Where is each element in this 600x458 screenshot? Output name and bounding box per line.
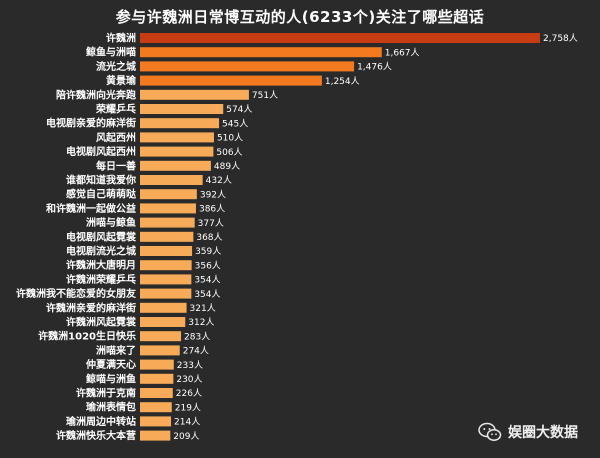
bar: [140, 345, 180, 356]
category-label: 风起西州: [96, 131, 136, 144]
value-label: 489人: [214, 161, 240, 172]
value-label: 354人: [194, 275, 220, 286]
category-label: 许魏洲大唐明月: [66, 259, 136, 272]
value-label: 392人: [200, 189, 226, 200]
bar: [140, 175, 203, 185]
bar: [140, 160, 211, 171]
bar: [140, 246, 193, 256]
bar: [140, 132, 214, 143]
bar: [140, 33, 540, 43]
bar: [140, 89, 249, 100]
category-label: 电视剧流光之城: [66, 245, 136, 258]
value-label: 574人: [226, 104, 252, 115]
category-label: 洲喵与鲸鱼: [86, 216, 136, 229]
wechat-icon: [478, 422, 502, 441]
category-label: 洲喵来了: [96, 344, 136, 357]
category-label: 电视剧风起西州: [66, 145, 136, 158]
watermark-text: 娱圈大数据: [508, 425, 578, 441]
watermark: 娱圈大数据: [478, 422, 578, 442]
category-label: 许魏洲: [106, 32, 136, 45]
value-label: 1,667人: [385, 47, 420, 58]
bar: [140, 388, 173, 398]
bar: [140, 104, 224, 114]
category-label: 谁都知道我爱你: [66, 174, 136, 187]
chart-title: 参与许魏洲日常博互动的人(6233个)关注了哪些超话: [115, 8, 485, 26]
category-label: 黄景瑜: [106, 74, 137, 87]
value-label: 233人: [177, 360, 203, 371]
value-label: 214人: [174, 417, 200, 428]
category-label: 每日一善: [96, 159, 136, 172]
bar: [140, 402, 172, 413]
category-label: 鲸鱼与洲喵: [86, 46, 136, 59]
category-label: 许魏洲1020生日快乐: [38, 330, 136, 343]
bar: [140, 189, 197, 200]
value-label: 432人: [206, 175, 232, 186]
value-label: 1,254人: [325, 76, 360, 87]
bar: [140, 274, 192, 285]
value-label: 1,476人: [357, 62, 392, 73]
bar: [140, 416, 172, 427]
category-label: 电视剧亲爱的麻洋街: [46, 117, 136, 130]
bar: [140, 146, 214, 157]
value-label: 321人: [190, 303, 216, 314]
bar: [140, 231, 194, 242]
bar: [140, 260, 192, 271]
bar: [140, 331, 182, 342]
bar: [140, 118, 220, 129]
value-label: 2,758人: [543, 33, 578, 44]
value-label: 356人: [195, 260, 221, 271]
category-label: 仲夏满天心: [86, 358, 136, 371]
bar: [140, 430, 171, 441]
category-label: 流光之城: [96, 60, 136, 73]
value-label: 377人: [198, 218, 224, 229]
bar: [140, 61, 355, 72]
bar: [140, 203, 196, 214]
value-label: 209人: [173, 431, 199, 442]
value-label: 386人: [199, 204, 225, 215]
category-label: 许魏洲亲爱的麻洋街: [46, 301, 136, 314]
value-label: 283人: [184, 331, 210, 342]
category-label: 电视剧风起霓裳: [66, 230, 137, 243]
value-label: 751人: [252, 90, 278, 101]
category-label: 感觉自己萌萌哒: [66, 188, 137, 201]
category-label: 许魏洲风起霓裳: [66, 316, 137, 329]
bar: [140, 302, 187, 313]
category-label: 许魏洲荣耀乒乓: [66, 273, 136, 286]
category-label: 许魏洲我不能恋爱的女朋友: [16, 287, 136, 300]
bar: [140, 47, 382, 58]
value-label: 219人: [175, 402, 201, 413]
value-label: 506人: [216, 147, 242, 158]
category-label: 瑜洲表情包: [86, 401, 136, 414]
value-label: 312人: [188, 317, 214, 328]
value-label: 274人: [183, 346, 209, 357]
value-label: 359人: [195, 246, 221, 257]
category-label: 许魏洲于克南: [76, 387, 136, 400]
value-label: 510人: [217, 133, 243, 144]
bar: [140, 288, 192, 299]
bar: [140, 317, 186, 327]
category-label: 许魏洲快乐大本营: [56, 429, 136, 442]
bar: [140, 373, 174, 384]
value-label: 545人: [222, 118, 248, 129]
value-label: 354人: [194, 289, 220, 300]
bar: [140, 217, 195, 228]
bar: [140, 359, 174, 370]
value-label: 368人: [196, 232, 222, 243]
category-label: 和许魏洲一起做公益: [45, 202, 136, 215]
value-label: 226人: [176, 388, 202, 399]
category-label: 鲸喵与洲鱼: [86, 372, 136, 385]
category-label: 陪许魏洲向光奔跑: [56, 88, 136, 101]
category-label: 瑜洲周边中转站: [66, 415, 136, 428]
category-label: 荣耀乒乓: [95, 103, 136, 116]
bar: [140, 75, 322, 86]
value-label: 230人: [176, 374, 202, 385]
